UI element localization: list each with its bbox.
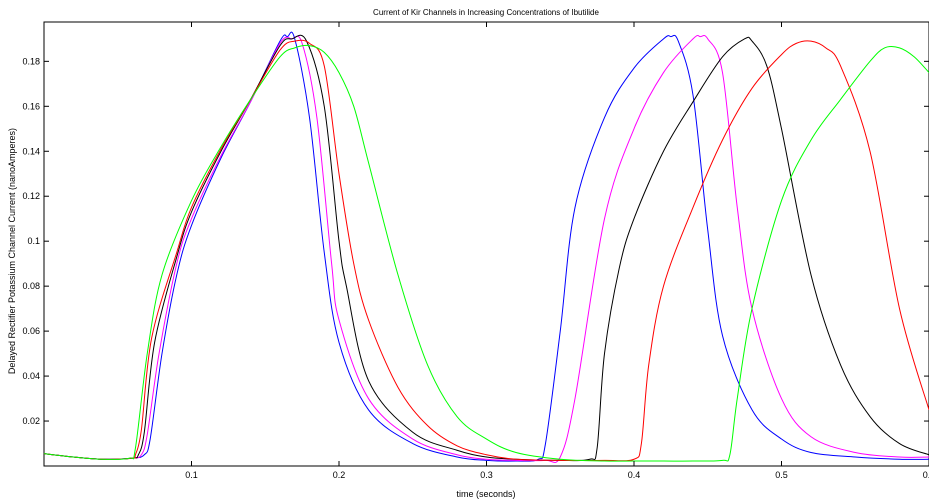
x-tick-label: 0.5 <box>775 470 788 480</box>
y-tick-label: 0.02 <box>22 416 40 426</box>
series-lines <box>43 31 929 463</box>
y-tick-label: 0.14 <box>22 146 40 156</box>
x-tick-label: 0.6 <box>923 470 929 480</box>
series-line-5 <box>43 44 929 462</box>
x-axis-label: time (seconds) <box>456 489 515 499</box>
x-tick-label: 0.1 <box>185 470 198 480</box>
y-tick-label: 0.08 <box>22 281 40 291</box>
series-line-3 <box>43 34 929 462</box>
x-tick-label: 0.3 <box>480 470 493 480</box>
x-tick-label: 0.4 <box>628 470 641 480</box>
plot-area: 0.10.20.30.40.50.6 0.020.040.060.080.10.… <box>22 21 929 480</box>
series-line-1 <box>43 31 929 462</box>
series-line-4 <box>43 39 929 462</box>
chart-title: Current of Kir Channels in Increasing Co… <box>373 8 599 17</box>
x-axis-ticks: 0.1 0.2 0.3 0.4 0.5 0.6 <box>185 22 929 480</box>
y-tick-label: 0.04 <box>22 371 40 381</box>
series-line-2 <box>43 34 929 463</box>
y-tick-label: 0.12 <box>22 191 40 201</box>
x-tick-label: 0.2 <box>333 470 346 480</box>
y-tick-label: 0.16 <box>22 101 40 111</box>
plot-box <box>43 21 929 467</box>
y-axis-label: Delayed Rectifier Potassium Channel Curr… <box>7 128 17 374</box>
y-tick-label: 0.18 <box>22 56 40 66</box>
y-axis-ticks: 0.02 0.04 0.06 0.08 0.1 0.12 0.14 0.16 0.18 <box>22 56 929 426</box>
y-tick-label: 0.06 <box>22 326 40 336</box>
y-tick-label: 0.1 <box>27 236 40 246</box>
